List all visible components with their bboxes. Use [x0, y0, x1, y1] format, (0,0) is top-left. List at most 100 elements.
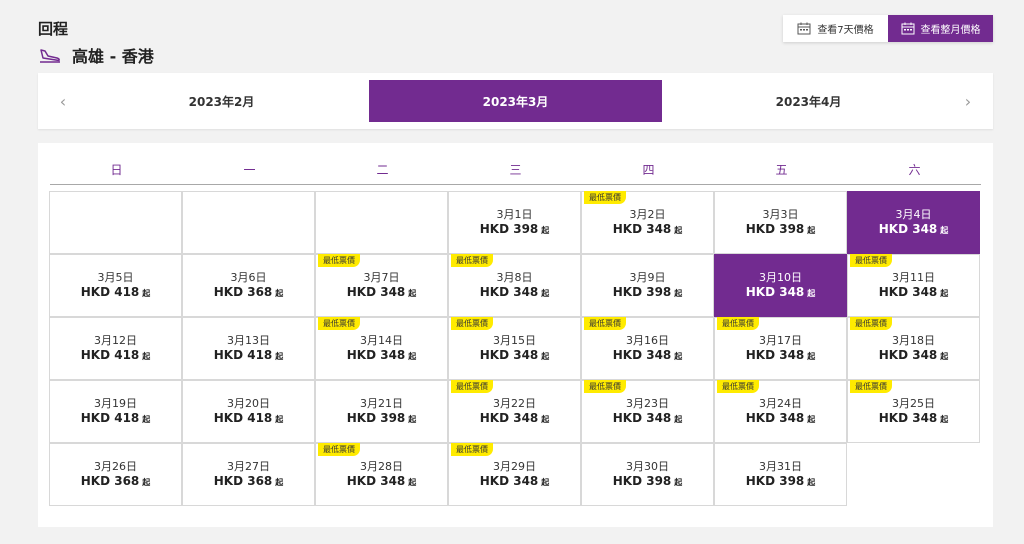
day-date: 3月24日 — [759, 397, 802, 410]
price-suffix: 起 — [275, 352, 284, 361]
day-price: HKD 368 起 — [50, 474, 181, 488]
day-cell[interactable]: 最低票價 3月28日 HKD 348 起 — [315, 443, 448, 506]
price-suffix: 起 — [807, 226, 816, 235]
day-cell[interactable]: 最低票價 3月17日 HKD 348 起 — [714, 317, 847, 380]
tab-month-next[interactable]: 2023年4月 — [775, 94, 842, 109]
plane-landing-icon — [38, 45, 62, 65]
price-suffix: 起 — [807, 478, 816, 487]
price-suffix: 起 — [940, 289, 949, 298]
weekday-label: 五 — [775, 163, 788, 177]
view-7-days-button[interactable]: 查看7天價格 — [783, 15, 888, 42]
day-cell[interactable]: 3月31日 HKD 398 起 — [714, 443, 847, 506]
day-price: HKD 348 起 — [848, 411, 979, 425]
price-suffix: 起 — [940, 352, 949, 361]
day-cell[interactable]: 3月20日 HKD 418 起 — [182, 380, 315, 443]
day-cell[interactable]: 3月19日 HKD 418 起 — [49, 380, 182, 443]
day-price: HKD 368 起 — [183, 285, 314, 299]
day-cell[interactable]: 3月10日 HKD 348 起 — [714, 254, 847, 317]
day-cell[interactable]: 3月12日 HKD 418 起 — [49, 317, 182, 380]
lowest-fare-badge: 最低票價 — [584, 380, 626, 393]
price-amount: HKD 348 — [612, 348, 672, 362]
day-cell[interactable]: 3月27日 HKD 368 起 — [182, 443, 315, 506]
tab-month-current[interactable]: 2023年3月 — [369, 80, 662, 122]
day-price: HKD 348 起 — [449, 348, 580, 362]
day-cell[interactable]: 3月26日 HKD 368 起 — [49, 443, 182, 506]
day-cell[interactable]: 3月1日 HKD 398 起 — [448, 191, 581, 254]
day-date: 3月14日 — [360, 334, 403, 347]
price-amount: HKD 348 — [745, 411, 805, 425]
lowest-fare-badge: 最低票價 — [451, 380, 493, 393]
price-suffix: 起 — [674, 478, 683, 487]
day-cell[interactable]: 最低票價 3月29日 HKD 348 起 — [448, 443, 581, 506]
price-amount: HKD 348 — [479, 411, 539, 425]
day-date: 3月18日 — [892, 334, 935, 347]
day-price: HKD 348 起 — [316, 285, 447, 299]
day-cell[interactable]: 3月3日 HKD 398 起 — [714, 191, 847, 254]
day-date: 3月17日 — [759, 334, 802, 347]
price-suffix: 起 — [142, 415, 151, 424]
price-amount: HKD 348 — [745, 285, 805, 299]
price-suffix: 起 — [940, 415, 949, 424]
price-view-toggle: 查看7天價格 查看整月價格 — [783, 15, 993, 42]
day-cell[interactable]: 最低票價 3月2日 HKD 348 起 — [581, 191, 714, 254]
day-date: 3月29日 — [493, 460, 536, 473]
tab-month-prev[interactable]: 2023年2月 — [188, 94, 255, 109]
day-date: 3月25日 — [892, 397, 935, 410]
day-cell[interactable]: 3月4日 HKD 348 起 — [847, 191, 980, 254]
day-cell[interactable]: 3月5日 HKD 418 起 — [49, 254, 182, 317]
day-cell[interactable]: 最低票價 3月18日 HKD 348 起 — [847, 317, 980, 380]
day-price: HKD 368 起 — [183, 474, 314, 488]
price-amount: HKD 418 — [80, 411, 140, 425]
price-amount: HKD 348 — [479, 474, 539, 488]
day-cell[interactable]: 最低票價 3月14日 HKD 348 起 — [315, 317, 448, 380]
day-cell[interactable]: 最低票價 3月7日 HKD 348 起 — [315, 254, 448, 317]
lowest-fare-badge: 最低票價 — [850, 380, 892, 393]
day-cell[interactable]: 最低票價 3月22日 HKD 348 起 — [448, 380, 581, 443]
price-amount: HKD 348 — [878, 285, 938, 299]
day-cell[interactable]: 最低票價 3月11日 HKD 348 起 — [847, 254, 980, 317]
day-price: HKD 418 起 — [50, 285, 181, 299]
price-suffix: 起 — [275, 478, 284, 487]
day-cell[interactable]: 最低票價 3月8日 HKD 348 起 — [448, 254, 581, 317]
price-suffix: 起 — [142, 478, 151, 487]
price-amount: HKD 418 — [80, 285, 140, 299]
price-suffix: 起 — [408, 478, 417, 487]
day-cell[interactable]: 最低票價 3月16日 HKD 348 起 — [581, 317, 714, 380]
price-suffix: 起 — [807, 415, 816, 424]
day-cell[interactable]: 3月6日 HKD 368 起 — [182, 254, 315, 317]
day-cell[interactable]: 最低票價 3月23日 HKD 348 起 — [581, 380, 714, 443]
day-cell[interactable]: 3月30日 HKD 398 起 — [581, 443, 714, 506]
day-price: HKD 348 起 — [316, 474, 447, 488]
price-amount: HKD 398 — [745, 474, 805, 488]
day-cell[interactable]: 最低票價 3月25日 HKD 348 起 — [847, 380, 980, 443]
lowest-fare-badge: 最低票價 — [451, 254, 493, 267]
price-amount: HKD 348 — [346, 348, 406, 362]
day-date: 3月8日 — [496, 271, 533, 284]
price-amount: HKD 348 — [479, 348, 539, 362]
view-month-button[interactable]: 查看整月價格 — [888, 15, 993, 42]
price-amount: HKD 368 — [213, 474, 273, 488]
day-cell[interactable]: 3月9日 HKD 398 起 — [581, 254, 714, 317]
day-date: 3月5日 — [97, 271, 134, 284]
price-amount: HKD 348 — [878, 411, 938, 425]
lowest-fare-badge: 最低票價 — [717, 317, 759, 330]
price-suffix: 起 — [674, 289, 683, 298]
calendar-icon — [797, 22, 811, 35]
weekday-header: 日 一 二 三 四 五 六 — [50, 159, 981, 185]
weekday-label: 六 — [908, 163, 921, 177]
chevron-left-icon[interactable]: ‹ — [59, 91, 67, 111]
price-amount: HKD 348 — [878, 222, 938, 236]
view-month-label: 查看整月價格 — [920, 25, 981, 36]
price-amount: HKD 398 — [612, 285, 672, 299]
chevron-right-icon[interactable]: › — [964, 91, 972, 111]
day-cell[interactable]: 最低票價 3月24日 HKD 348 起 — [714, 380, 847, 443]
day-cell[interactable]: 3月21日 HKD 398 起 — [315, 380, 448, 443]
day-cell[interactable]: 3月13日 HKD 418 起 — [182, 317, 315, 380]
day-price: HKD 418 起 — [50, 411, 181, 425]
day-date: 3月4日 — [895, 208, 932, 221]
day-price: HKD 348 起 — [582, 222, 713, 236]
day-date: 3月10日 — [759, 271, 802, 284]
day-cell[interactable]: 最低票價 3月15日 HKD 348 起 — [448, 317, 581, 380]
lowest-fare-badge: 最低票價 — [717, 380, 759, 393]
route-heading: 高雄 - 香港 — [38, 43, 154, 67]
